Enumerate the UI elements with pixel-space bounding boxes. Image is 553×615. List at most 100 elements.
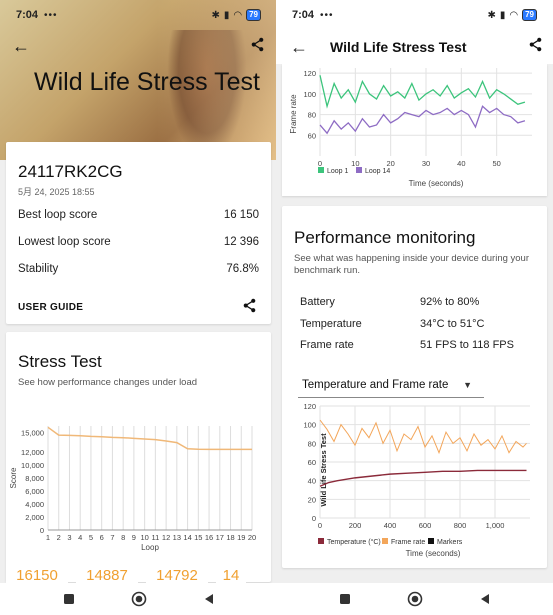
home-icon[interactable] — [406, 590, 424, 608]
metric-dropdown[interactable]: Temperature and Frame rate ▼ — [298, 372, 484, 398]
loop-score-tile[interactable]: 14792 — [146, 563, 208, 584]
y-tick-label: 100 — [303, 90, 316, 99]
loop-score-tile[interactable]: 14887 — [76, 563, 138, 584]
legend-label: Loop 1 — [327, 168, 349, 175]
status-bar: 7:04 ••• ✱ ▮ ◠ 79 — [0, 0, 277, 30]
y-axis-label: Frame rate — [289, 94, 298, 134]
temperature-row: Temperature 34°C to 51°C — [300, 318, 485, 330]
y-tick-label: 2,000 — [25, 513, 44, 522]
status-dots: ••• — [44, 9, 58, 21]
device-name: 24117RK2CG — [18, 162, 123, 181]
x-tick-label: 7 — [110, 533, 114, 542]
x-tick-label: 400 — [384, 521, 397, 530]
battery-row: Battery 92% to 80% — [300, 296, 480, 308]
x-tick-label: 15 — [194, 533, 202, 542]
frame-rate-chart: 0 10 20 30 40 50 60 80 100 120 Frame rate Time (sec… — [289, 68, 532, 188]
hero-banner: Wild Life Stress Test — [0, 0, 277, 160]
frame-rate-row: Frame rate 51 FPS to 118 FPS — [300, 339, 514, 351]
status-time: 7:04 — [16, 9, 39, 21]
stress-title: Stress Test — [18, 352, 102, 371]
back-nav-icon[interactable] — [200, 590, 218, 608]
x-tick-label: 30 — [422, 159, 430, 168]
y-tick-label: 0 — [312, 514, 316, 523]
x-tick-label: 12 — [162, 533, 170, 542]
left-screen: Wild Life Stress Test 7:04 ••• ✱ ▮ ◠ 79 … — [0, 0, 277, 615]
x-tick-label: 20 — [248, 533, 256, 542]
share-icon[interactable] — [528, 37, 543, 57]
x-tick-label: 17 — [216, 533, 224, 542]
x-tick-label: 6 — [100, 533, 104, 542]
y-tick-label: 40 — [308, 477, 316, 486]
recents-icon[interactable] — [336, 590, 354, 608]
x-tick-label: 13 — [173, 533, 181, 542]
x-tick-label: 40 — [457, 159, 465, 168]
share-result-icon[interactable] — [242, 298, 257, 317]
legend-swatch — [318, 167, 324, 173]
x-tick-label: 1 — [46, 533, 50, 542]
stress-test-card: Stress Test See how performance changes … — [6, 332, 271, 582]
y-tick-label: 120 — [303, 402, 316, 411]
x-tick-label: 8 — [121, 533, 125, 542]
stat-lowest-loop: Lowest loop score 12 396 — [18, 236, 259, 248]
x-tick-label: 18 — [226, 533, 234, 542]
x-tick-label: 20 — [386, 159, 394, 168]
legend-label: Markers — [437, 539, 463, 546]
share-icon[interactable] — [250, 36, 265, 57]
x-tick-label: 800 — [454, 521, 467, 530]
y-tick-label: 8,000 — [25, 474, 44, 483]
y-axis-label: Wild Life Stress Test — [319, 433, 328, 507]
battery-icon: 79 — [522, 9, 537, 21]
y-tick-label: 80 — [308, 111, 316, 120]
x-tick-label: 200 — [349, 521, 362, 530]
stat-stability: Stability 76.8% — [18, 263, 259, 275]
back-nav-icon[interactable] — [476, 590, 494, 608]
signal-icon: ▮ — [499, 9, 506, 21]
x-tick-label: 5 — [89, 533, 93, 542]
back-arrow-icon[interactable]: ← — [12, 36, 30, 56]
legend-label: Loop 14 — [365, 168, 390, 175]
hero-title: Wild Life Stress Test — [34, 68, 261, 96]
y-tick-label: 6,000 — [25, 487, 44, 496]
x-tick-label: 0 — [318, 159, 322, 168]
y-tick-label: 20 — [308, 495, 316, 504]
run-date: 5月 24, 2025 18:55 — [18, 187, 95, 197]
x-tick-label: 14 — [183, 533, 191, 542]
signal-icon: ▮ — [223, 9, 230, 21]
stat-best-loop: Best loop score 16 150 — [18, 209, 259, 221]
y-tick-label: 10,000 — [21, 461, 44, 470]
x-tick-label: 1,000 — [486, 521, 505, 530]
x-tick-label: 10 — [140, 533, 148, 542]
performance-card: Performance monitoring See what was happ… — [282, 206, 547, 568]
loop-score-tile[interactable]: 16150 — [6, 563, 68, 584]
x-tick-label: 16 — [205, 533, 213, 542]
user-guide-link[interactable]: USER GUIDE — [18, 302, 84, 313]
x-tick-label: 9 — [132, 533, 136, 542]
legend-swatch — [428, 538, 434, 544]
battery-icon: 79 — [246, 9, 261, 21]
x-axis-label: Loop — [141, 543, 159, 552]
y-tick-label: 100 — [303, 421, 316, 430]
x-tick-label: 19 — [237, 533, 245, 542]
stress-subtitle: See how performance changes under load — [18, 377, 198, 388]
y-tick-label: 0 — [40, 526, 44, 535]
series-line — [319, 75, 526, 109]
y-tick-label: 15,000 — [21, 429, 44, 438]
recents-icon[interactable] — [60, 590, 78, 608]
legend-swatch — [318, 538, 324, 544]
legend-label: Frame rate — [391, 539, 425, 546]
back-arrow-icon[interactable]: ← — [290, 36, 308, 57]
right-screen: 7:04 ••• ✱ ▮ ◠ 79 ← Wild Life Stress Tes… — [276, 0, 553, 615]
performance-title: Performance monitoring — [294, 228, 476, 247]
loop-score-tile[interactable]: 14 — [216, 563, 246, 584]
system-nav-bar — [0, 583, 277, 615]
x-axis-label: Time (seconds) — [409, 179, 464, 188]
legend-swatch — [382, 538, 388, 544]
x-tick-label: 10 — [351, 159, 359, 168]
loop-score-tiles: 16150 14887 14792 14 — [6, 563, 277, 584]
legend-swatch — [356, 167, 362, 173]
home-icon[interactable] — [130, 590, 148, 608]
performance-chart: 0 200 400 600 800 1,000 0 20 40 60 80 100 120 Wild Li… — [303, 402, 530, 558]
frame-rate-card: 0 10 20 30 40 50 60 80 100 120 Frame rate Time (sec… — [282, 64, 547, 196]
bluetooth-icon: ✱ — [487, 9, 496, 21]
bluetooth-icon: ✱ — [211, 9, 220, 21]
